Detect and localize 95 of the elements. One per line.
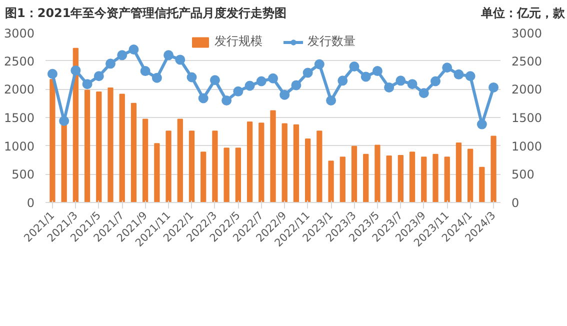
bar [270, 110, 276, 202]
point [140, 66, 150, 76]
y2-tick-label: 500 [512, 168, 534, 182]
chart-subtitle: 单位：亿元，款 [481, 5, 565, 22]
point [326, 96, 336, 106]
bar [246, 122, 253, 202]
point [186, 72, 197, 82]
point [291, 80, 302, 90]
bar [282, 123, 288, 202]
point [465, 71, 476, 82]
bar [142, 118, 148, 202]
point [268, 73, 278, 84]
bar [421, 156, 427, 202]
point [222, 96, 232, 106]
bar [340, 156, 346, 202]
point [442, 62, 452, 73]
point [59, 116, 70, 126]
point [314, 59, 324, 70]
bar [84, 90, 90, 202]
bar [293, 124, 300, 202]
bar [119, 94, 125, 202]
y-tick-label: 500 [12, 168, 34, 182]
y2-tick-label: 2500 [512, 54, 542, 68]
point [349, 62, 360, 72]
point [338, 76, 348, 86]
y2-tick-label: 1000 [512, 139, 542, 154]
bar [490, 136, 496, 202]
point [430, 76, 440, 86]
bar [351, 146, 358, 202]
bar [479, 166, 485, 202]
bar [468, 148, 474, 202]
point [454, 69, 464, 80]
bar [154, 143, 160, 202]
bar [363, 154, 369, 202]
point [256, 76, 266, 86]
y-tick-label: 0 [26, 196, 35, 210]
y-tick-label: 2500 [4, 54, 35, 68]
bar [166, 130, 172, 202]
point [407, 79, 418, 90]
point [384, 82, 394, 92]
chart-title: 图1：2021年至今资产管理信托产品月度发行走势图 [5, 5, 287, 22]
bar [188, 130, 195, 202]
bar [108, 88, 114, 202]
bar [398, 154, 404, 202]
point [82, 79, 92, 90]
bar [444, 156, 450, 202]
point [47, 68, 58, 79]
point [175, 54, 186, 65]
point [128, 44, 139, 54]
bar [61, 122, 67, 202]
y2-tick-label: 2000 [512, 82, 542, 97]
point [152, 72, 162, 83]
bar [200, 152, 206, 202]
bar [328, 160, 334, 202]
bar [409, 152, 416, 202]
point [164, 50, 174, 60]
point [233, 86, 244, 96]
point [302, 68, 313, 78]
bar [235, 148, 241, 202]
y2-tick-label: 0 [512, 196, 520, 210]
bar [212, 130, 218, 202]
bar [305, 138, 311, 202]
bar [50, 79, 56, 202]
bar [432, 154, 438, 202]
point [396, 76, 406, 86]
point [418, 88, 429, 98]
y-tick-label: 2000 [4, 82, 35, 97]
y-tick-label: 1000 [4, 139, 35, 154]
bar [456, 142, 462, 202]
point [210, 75, 220, 86]
point [117, 50, 128, 60]
y2-tick-label: 1500 [512, 111, 542, 125]
bar [386, 156, 392, 202]
point [94, 71, 104, 82]
point [106, 58, 116, 69]
point [360, 72, 371, 82]
point [70, 65, 81, 76]
y-tick-label: 3000 [4, 26, 35, 40]
y-tick-label: 1500 [4, 111, 35, 125]
bar [258, 122, 264, 202]
y2-tick-label: 3000 [512, 26, 542, 40]
point [244, 80, 255, 91]
point [372, 66, 382, 76]
bar [316, 130, 322, 202]
bar [130, 102, 137, 202]
bar [96, 92, 102, 202]
legend-label: 发行规模 [214, 33, 262, 50]
point [488, 82, 499, 92]
point [476, 119, 487, 130]
legend-label: 发行数量 [308, 33, 356, 50]
bar [224, 148, 230, 202]
point [198, 93, 208, 104]
bar [177, 118, 183, 202]
point [280, 90, 290, 100]
bar [374, 144, 380, 202]
